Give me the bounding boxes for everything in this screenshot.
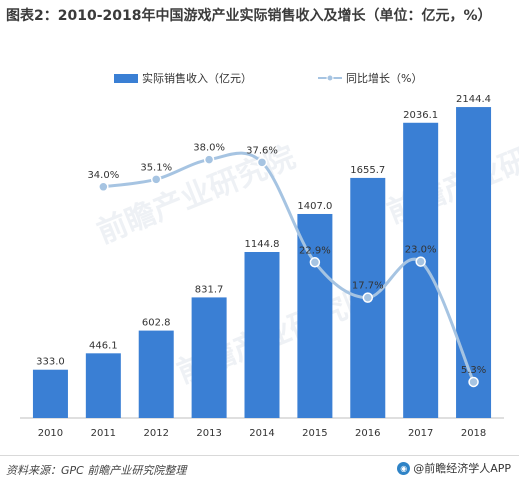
- growth-point-2018: [468, 376, 479, 388]
- x-tick-label: 2018: [461, 428, 486, 439]
- bar-2013: [191, 297, 227, 418]
- bar-label-2016: 1655.7: [350, 165, 385, 176]
- x-tick-label: 2014: [249, 428, 274, 439]
- bar-2010: [32, 369, 68, 418]
- x-tick-label: 2011: [91, 428, 116, 439]
- growth-point-2013: [203, 154, 215, 165]
- brand-logo-icon: ◉: [397, 461, 411, 475]
- bar-label-2010: 333.0: [36, 357, 65, 368]
- x-tick-label: 2012: [143, 428, 168, 439]
- legend-label-growth: 同比增长（%）: [346, 72, 423, 85]
- growth-point-2012: [150, 174, 162, 185]
- bar-2017: [403, 122, 439, 418]
- growth-label-2015: 22.9%: [299, 245, 331, 256]
- bar-label-2013: 831.7: [195, 284, 224, 295]
- legend-label-revenue: 实际销售收入（亿元）: [142, 72, 252, 85]
- legend-line-swatch: [318, 74, 342, 82]
- x-tick-label: 2016: [355, 428, 380, 439]
- bar-label-2014: 1144.8: [245, 239, 280, 250]
- x-tick-label: 2010: [38, 428, 63, 439]
- growth-point-2016: [362, 292, 374, 303]
- x-tick-label: 2013: [196, 428, 221, 439]
- chart-plot: 333.0 446.1 602.8 831.7 1144.8 1407.0 1655.7 20…: [20, 94, 504, 439]
- x-tick-label: 2017: [408, 428, 433, 439]
- legend-bar-swatch: [114, 73, 138, 83]
- growth-label-2014: 37.6%: [246, 145, 278, 156]
- bar-label-2017: 2036.1: [403, 110, 438, 121]
- growth-point-2014: [256, 157, 268, 168]
- bar-label-2011: 446.1: [89, 340, 118, 351]
- growth-point-2011: [98, 181, 109, 193]
- legend-item-growth: 同比增长（%）: [318, 68, 422, 88]
- bar-2014: [244, 252, 280, 418]
- bar-2018: [456, 107, 492, 418]
- bar-2011: [85, 353, 121, 418]
- brand-credit: ◉ @前瞻经济学人APP: [397, 460, 511, 476]
- growth-label-2017: 23.0%: [405, 245, 437, 256]
- growth-point-2017: [415, 256, 426, 267]
- bar-label-2012: 602.8: [142, 318, 171, 329]
- footer-divider: [0, 455, 519, 456]
- legend-item-revenue: 实际销售收入（亿元）: [114, 68, 252, 88]
- growth-label-2016: 17.7%: [352, 281, 384, 292]
- growth-label-2013: 38.0%: [193, 143, 225, 154]
- source-note: 资料来源：GPC 前瞻产业研究院整理: [6, 464, 187, 477]
- chart-title: 图表2：2010-2018年中国游戏产业实际销售收入及增长（单位：亿元，%）: [6, 8, 492, 24]
- bar-label-2018: 2144.4: [456, 94, 491, 105]
- bar-2015: [297, 213, 333, 418]
- x-tick-label: 2015: [302, 428, 327, 439]
- growth-label-2012: 35.1%: [140, 162, 172, 173]
- brand-text: @前瞻经济学人APP: [413, 462, 511, 475]
- growth-label-2018: 5.3%: [461, 365, 486, 376]
- growth-point-2015: [309, 257, 321, 268]
- growth-label-2011: 34.0%: [87, 170, 119, 181]
- legend: 实际销售收入（亿元） 同比增长（%）: [0, 68, 519, 88]
- bar-2012: [138, 330, 174, 418]
- bar-label-2015: 1407.0: [297, 201, 332, 212]
